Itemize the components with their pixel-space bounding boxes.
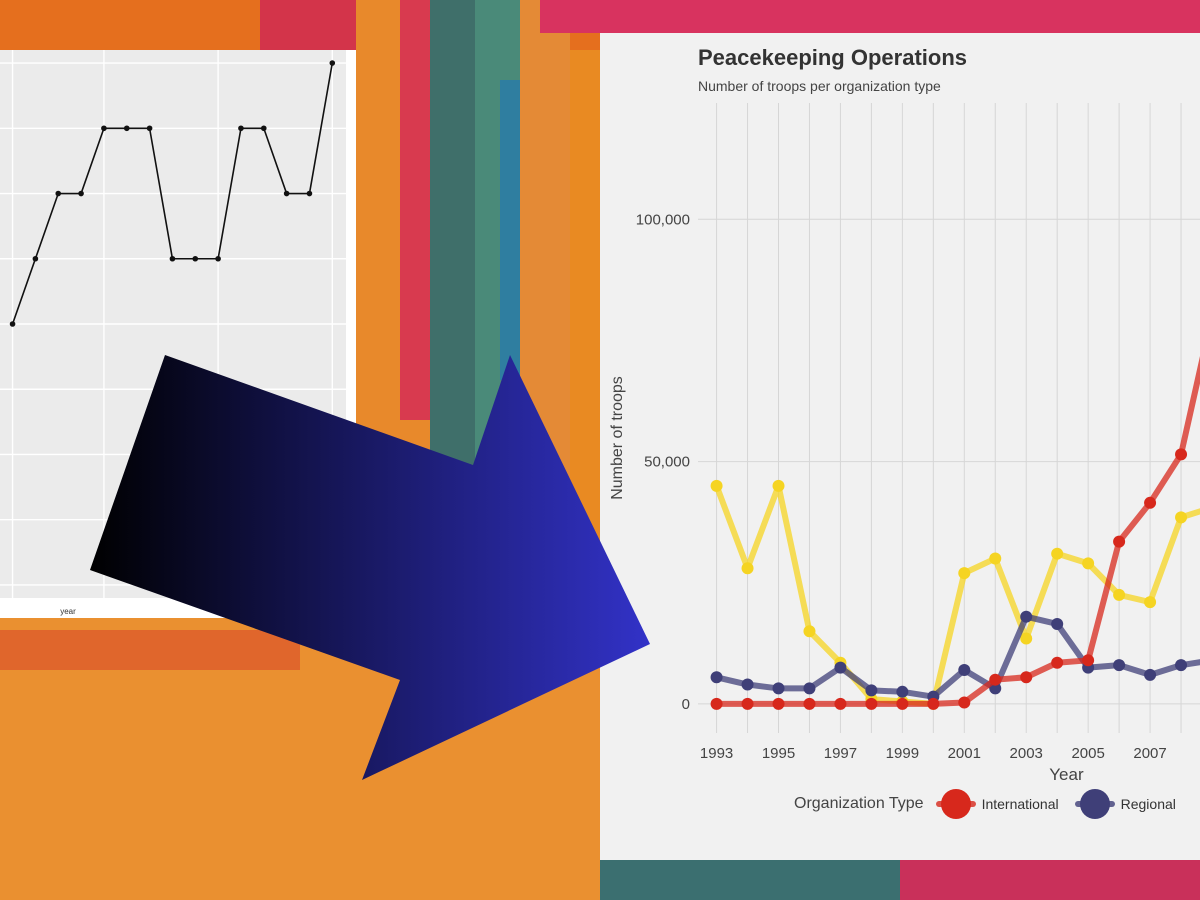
arrow-shape (90, 355, 650, 780)
left-data-point (329, 60, 336, 66)
left-data-point (169, 255, 176, 262)
data-point-third (1051, 547, 1064, 560)
y-tick-label: 50,000 (644, 454, 690, 471)
data-point-international (1113, 535, 1126, 548)
left-data-point (238, 125, 244, 132)
data-point-international (772, 697, 785, 710)
data-point-regional (1175, 659, 1188, 672)
data-point-regional (772, 682, 785, 695)
x-tick-label: 1999 (886, 745, 919, 762)
data-point-regional (741, 678, 754, 691)
legend-label-international: International (981, 796, 1059, 812)
legend-key-regional (1073, 789, 1117, 819)
data-point-regional (1020, 610, 1033, 623)
chart-legend: Organization Type International Regional (794, 789, 1190, 819)
left-data-point (101, 125, 107, 132)
left-data-point (260, 125, 267, 132)
data-point-regional (865, 684, 878, 697)
data-point-international (958, 696, 971, 709)
left-data-point (283, 190, 290, 197)
x-tick-label: 1997 (824, 745, 857, 762)
left-data-point (146, 125, 153, 132)
data-point-international (834, 697, 847, 710)
left-data-point (215, 255, 221, 262)
x-axis-label: Year (1049, 765, 1084, 784)
data-point-third (772, 479, 785, 492)
data-point-regional (958, 664, 971, 676)
x-tick-label: 2007 (1133, 745, 1166, 762)
data-point-third (1113, 588, 1126, 601)
y-axis-label: Number of troops (609, 376, 626, 500)
data-point-third (1144, 596, 1157, 609)
left-data-point (123, 125, 130, 132)
data-point-third (710, 479, 723, 492)
left-x-axis-label: year (60, 607, 76, 616)
legend-label-regional: Regional (1120, 796, 1176, 812)
x-tick-label: 2001 (948, 745, 981, 762)
left-data-point (306, 190, 313, 197)
x-tick-label: 1993 (700, 745, 733, 762)
data-point-international (927, 697, 940, 710)
data-point-international (710, 697, 723, 710)
data-point-international (741, 697, 754, 710)
data-point-regional (1144, 668, 1157, 681)
data-point-international (1082, 654, 1095, 667)
y-tick-label: 0 (682, 696, 690, 713)
legend-title: Organization Type (794, 795, 924, 812)
data-point-international (1144, 496, 1157, 509)
left-data-point (78, 190, 84, 197)
data-point-third (803, 625, 816, 638)
data-point-regional (710, 671, 723, 684)
x-tick-label: 2005 (1071, 745, 1104, 762)
x-tick-label: 2003 (1010, 745, 1043, 762)
data-point-regional (896, 685, 909, 698)
left-data-point (192, 255, 199, 262)
left-data-point (9, 321, 16, 327)
peacekeeping-chart-panel: 0 50,000 100,000 1993 1995 1997 1999 2001 2003 20… (600, 33, 1200, 860)
data-point-international (1020, 671, 1033, 684)
chart-subtitle: Number of troops per organization type (698, 78, 941, 94)
data-point-international (1051, 656, 1064, 669)
left-data-point (32, 255, 39, 262)
legend-key-international (934, 789, 978, 819)
data-point-international (896, 697, 909, 710)
peacekeeping-line-chart: 0 50,000 100,000 1993 1995 1997 1999 2001 2003 20… (609, 103, 1200, 784)
data-point-international (865, 697, 878, 710)
data-point-third (958, 567, 971, 580)
legend-item-regional: Regional (1073, 789, 1176, 819)
chart-title: Peacekeeping Operations (698, 45, 967, 70)
y-tick-label: 100,000 (636, 211, 690, 228)
legend-item-international: International (934, 789, 1059, 819)
x-tick-label: 1995 (762, 745, 795, 762)
data-point-regional (803, 682, 816, 695)
data-point-regional (1051, 617, 1064, 630)
data-point-regional (1113, 659, 1126, 672)
data-point-third (1175, 511, 1188, 524)
data-point-third (1020, 632, 1033, 645)
data-point-international (803, 697, 816, 710)
data-point-international (989, 673, 1002, 686)
data-point-third (741, 562, 754, 575)
data-point-third (1082, 557, 1095, 570)
data-point-regional (834, 661, 847, 674)
data-point-third (989, 552, 1002, 565)
left-data-point (55, 190, 62, 197)
data-point-international (1175, 448, 1188, 461)
